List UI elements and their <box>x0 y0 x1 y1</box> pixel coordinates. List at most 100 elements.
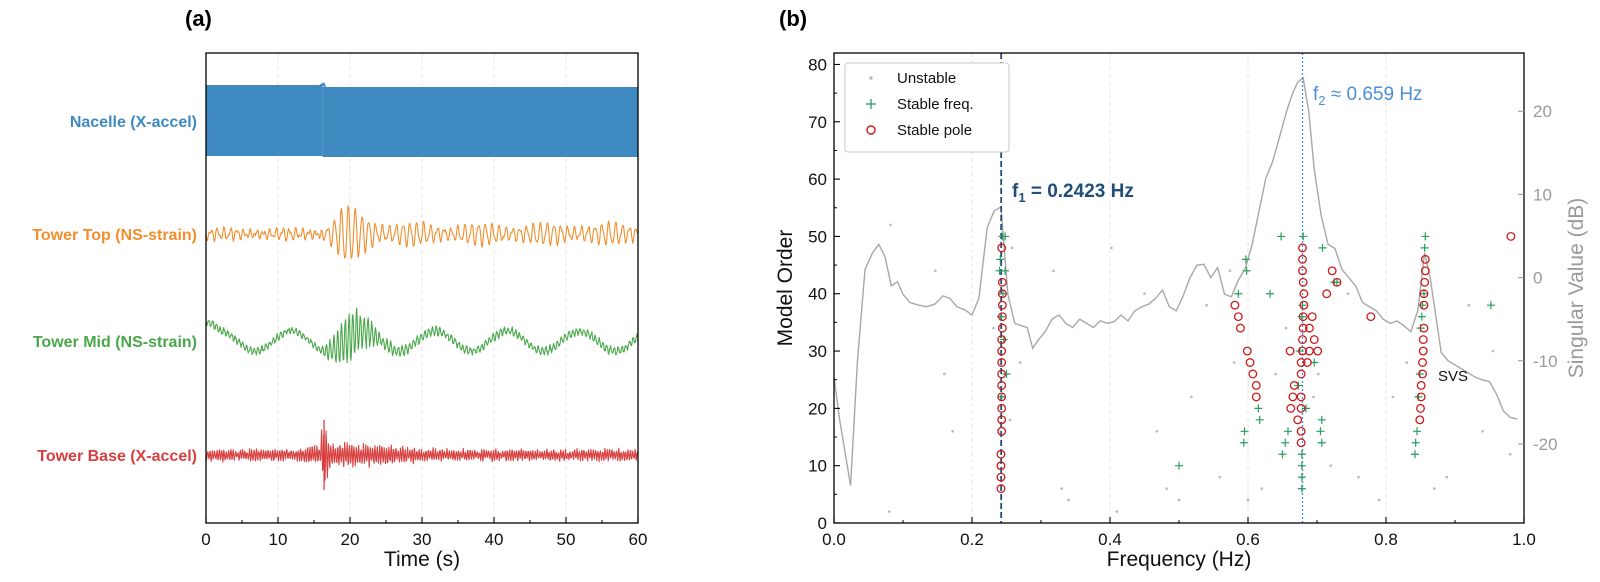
unstable-point <box>889 223 892 227</box>
channel-label-1: Tower Top (NS-strain) <box>32 227 197 244</box>
stable-pole-point <box>997 380 1007 390</box>
stable-pole-point <box>1416 380 1426 390</box>
stable-pole-point <box>1304 323 1314 333</box>
stable-pole-point <box>997 369 1007 379</box>
trace-3 <box>205 429 639 481</box>
stable-pole-point <box>1420 277 1430 287</box>
panel-a-x-tick-label: 0 <box>201 530 210 549</box>
panel-b-y-tick-label: 20 <box>808 399 827 418</box>
stable-pole-point <box>1298 335 1307 345</box>
stable-freq-point <box>1297 461 1306 470</box>
panel-a-x-tick-label: 10 <box>269 530 288 549</box>
panel-b-y-tick-label: 30 <box>808 342 827 361</box>
f2-annotation: f2 ≈ 0.659 Hz <box>1313 84 1423 108</box>
panel-b-y-tick-label: 50 <box>808 227 827 246</box>
stable-pole-point <box>1302 358 1312 367</box>
legend-stable-freq-label: Stable freq. <box>897 96 974 113</box>
stable-freq-point <box>1266 289 1275 298</box>
stable-pole-point <box>996 484 1006 494</box>
unstable-point <box>1190 395 1193 399</box>
unstable-point <box>1391 395 1395 399</box>
stable-freq-point <box>1420 243 1429 252</box>
stable-pole-point <box>1420 266 1430 276</box>
stable-pole-point <box>1299 289 1309 299</box>
stable-pole-point <box>1419 300 1429 310</box>
stable-freq-point <box>1413 427 1422 436</box>
unstable-point <box>1377 498 1381 502</box>
stable-pole-point <box>997 392 1007 402</box>
stable-pole-point <box>997 335 1007 345</box>
stable-pole-point <box>1296 426 1306 436</box>
panel-b-y2-tick-label: 0 <box>1533 269 1542 288</box>
panel-a-x-tick-label: 30 <box>413 530 432 549</box>
stable-freq-point <box>1240 427 1249 436</box>
stable-pole-point <box>1418 358 1428 367</box>
stable-pole-point <box>997 300 1007 310</box>
f1-annotation: f1 = 0.2423 Hz <box>1012 181 1134 205</box>
legend-unstable-marker <box>869 76 873 80</box>
unstable-point <box>1260 487 1264 490</box>
panel-b-unstable-points <box>887 223 1512 513</box>
panel-b-x-tick-label: 0.2 <box>960 530 984 549</box>
stable-pole-point <box>1418 335 1428 345</box>
stable-pole-point <box>1298 277 1308 287</box>
stable-pole-point <box>997 358 1007 367</box>
stable-pole-point <box>996 461 1006 471</box>
stable-pole-point <box>1416 403 1425 413</box>
panel-b-x-tick-label: 1.0 <box>1512 530 1536 549</box>
stable-pole-point <box>996 449 1006 459</box>
stable-freq-point <box>1001 266 1010 275</box>
stable-pole-point <box>1289 380 1299 390</box>
stable-pole-point <box>1419 289 1429 299</box>
panel-b-y2-axis-title: Singular Value (dB) <box>1565 198 1588 379</box>
stable-freq-point <box>1234 289 1243 298</box>
panel-b-y2-tick-label: 10 <box>1533 185 1552 204</box>
trace-1 <box>205 205 639 259</box>
panel-b-y-tick-label: 60 <box>808 170 827 189</box>
unstable-point <box>1433 487 1436 490</box>
panel-a-x-tick-label: 40 <box>485 530 504 549</box>
panel-a-x-tick-label: 20 <box>341 530 360 549</box>
stable-pole-point <box>1309 335 1319 345</box>
legend-unstable-label: Unstable <box>897 70 956 87</box>
stable-pole-point <box>1304 346 1314 356</box>
stable-freq-point <box>1316 427 1325 436</box>
panel-b-x-tick-label: 0.0 <box>822 530 846 549</box>
trace-nacelle-band <box>322 87 638 157</box>
stable-pole-point <box>1296 392 1306 402</box>
panel-b-y2-tick-label: -20 <box>1533 435 1558 454</box>
stable-freq-point <box>1284 427 1293 436</box>
trace-2 <box>205 307 639 364</box>
panel-b-x-tick-label: 0.6 <box>1236 530 1260 549</box>
unstable-point <box>1165 487 1168 490</box>
stable-pole-point <box>1366 312 1376 322</box>
stable-pole-point <box>997 289 1007 299</box>
unstable-point <box>1329 464 1333 467</box>
panel-b-x-tick-label: 0.8 <box>1374 530 1398 549</box>
trace-nacelle-band <box>206 85 323 156</box>
stable-pole-point <box>997 323 1007 333</box>
stable-pole-point <box>1298 266 1307 276</box>
stable-pole-point <box>1235 323 1245 333</box>
stable-pole-point <box>1233 312 1243 322</box>
svs-curve <box>833 76 1518 486</box>
unstable-point <box>1155 429 1159 433</box>
unstable-point <box>1317 372 1320 376</box>
unstable-point <box>1481 429 1484 433</box>
panel-b-y-tick-label: 70 <box>808 113 827 132</box>
panel-b-stable-freq-points <box>995 232 1495 493</box>
unstable-point <box>1019 361 1022 364</box>
f1-annotation-value: = 0.2423 Hz <box>1026 181 1134 202</box>
unstable-point <box>1143 292 1146 296</box>
unstable-point <box>1274 372 1277 376</box>
unstable-point <box>1312 395 1315 399</box>
legend-stable-pole-label: Stable pole <box>897 122 972 139</box>
stable-freq-point <box>1255 415 1264 424</box>
stable-pole-point <box>1416 392 1426 402</box>
stable-pole-point <box>1506 231 1516 241</box>
legend-stable-freq-marker <box>866 99 876 109</box>
stable-pole-point <box>997 243 1007 253</box>
panel-a-x-tick-label: 60 <box>629 530 648 549</box>
f1-annotation-prefix: f <box>1012 181 1019 202</box>
panel-b-grid <box>971 53 1387 523</box>
